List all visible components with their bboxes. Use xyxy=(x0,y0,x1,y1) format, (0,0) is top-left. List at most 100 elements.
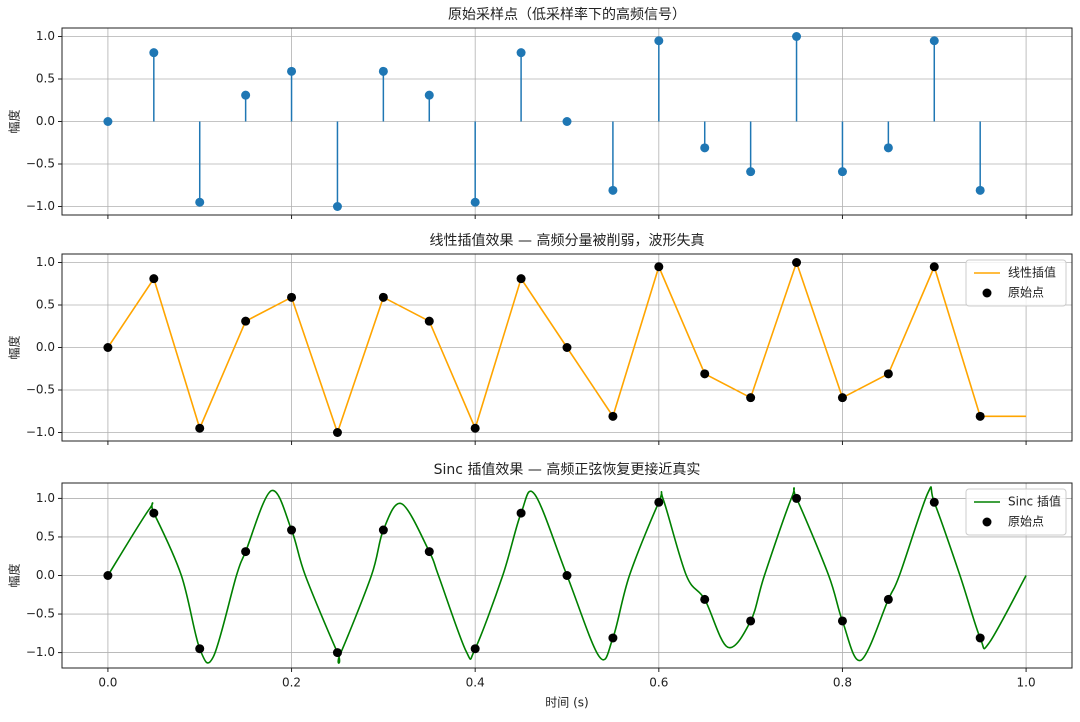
y-tick-label: 0.0 xyxy=(36,568,55,582)
point xyxy=(975,411,985,421)
y-tick-label: 1.0 xyxy=(36,255,55,269)
stem-marker xyxy=(241,90,251,100)
stem-marker xyxy=(746,167,756,177)
stem-marker xyxy=(378,66,388,76)
legend-swatch xyxy=(982,517,992,527)
x-tick-label: 0.2 xyxy=(282,676,301,690)
stem-marker xyxy=(975,185,985,195)
subplot: 原始采样点（低采样率下的高频信号） 幅度 −1.0 −0.5 0.0 0.5 1.0 xyxy=(7,6,1073,219)
point xyxy=(424,316,434,326)
x-tick-label: 0.4 xyxy=(466,676,485,690)
point xyxy=(378,525,388,535)
y-tick-label: 0.5 xyxy=(36,72,55,86)
legend-label: 原始点 xyxy=(1008,515,1044,529)
point xyxy=(654,497,664,507)
point xyxy=(929,497,939,507)
stem-marker xyxy=(562,117,572,126)
y-axis-label: 幅度 xyxy=(7,109,22,133)
stem-marker xyxy=(149,48,159,58)
y-axis-label: 幅度 xyxy=(7,335,22,359)
y-tick-label: 0.5 xyxy=(36,529,55,543)
point xyxy=(792,493,802,503)
point xyxy=(470,644,480,654)
legend-swatch xyxy=(982,288,992,298)
point xyxy=(608,633,618,643)
x-tick-label: 1.0 xyxy=(1017,676,1036,690)
stem-marker xyxy=(516,48,526,58)
point xyxy=(883,594,893,604)
stem-marker xyxy=(332,202,342,211)
y-tick-label: −1.0 xyxy=(26,425,55,439)
point xyxy=(241,547,251,557)
chart-title: Sinc 插值效果 — 高频正弦恢复更接近真实 xyxy=(434,461,701,478)
point xyxy=(378,292,388,302)
point xyxy=(149,508,159,518)
y-tick-label: 0.0 xyxy=(36,340,55,354)
point xyxy=(792,258,802,267)
y-tick-label: −1.0 xyxy=(26,645,55,659)
x-axis-label: 时间 (s) xyxy=(545,696,588,710)
chart-title: 线性插值效果 — 高频分量被削弱，波形失真 xyxy=(430,232,705,249)
legend-label: 线性插值 xyxy=(1008,265,1056,280)
point xyxy=(287,292,297,302)
point xyxy=(608,411,618,421)
stem-marker xyxy=(883,143,893,153)
stem-marker xyxy=(424,90,434,100)
point xyxy=(562,571,572,580)
stem-marker xyxy=(103,117,113,126)
point xyxy=(424,547,434,557)
stem-marker xyxy=(195,197,205,207)
point xyxy=(929,262,939,272)
y-tick-label: −1.0 xyxy=(26,199,55,213)
point xyxy=(700,594,710,604)
plot-frame xyxy=(61,27,1073,216)
point xyxy=(195,644,205,654)
stem-marker xyxy=(837,167,847,177)
x-tick-label: 0.8 xyxy=(833,676,852,690)
point xyxy=(103,571,113,580)
point xyxy=(654,262,664,272)
y-tick-label: 0.0 xyxy=(36,114,55,128)
y-tick-label: −0.5 xyxy=(26,607,55,621)
point xyxy=(470,423,480,433)
point xyxy=(562,343,572,352)
point xyxy=(287,525,297,535)
x-tick-label: 0.0 xyxy=(98,676,117,690)
point xyxy=(149,274,159,284)
chart-title: 原始采样点（低采样率下的高频信号） xyxy=(448,6,686,23)
stem-marker xyxy=(470,197,480,207)
point xyxy=(883,369,893,379)
point xyxy=(103,343,113,352)
point xyxy=(837,616,847,626)
point xyxy=(746,616,756,626)
point xyxy=(516,508,526,518)
plot-frame xyxy=(61,253,1073,442)
y-axis-label: 幅度 xyxy=(7,563,22,587)
point xyxy=(516,274,526,284)
stem-marker xyxy=(700,143,710,153)
y-tick-label: 0.5 xyxy=(36,298,55,312)
point xyxy=(746,393,756,403)
point xyxy=(241,316,251,326)
point xyxy=(195,423,205,433)
point xyxy=(332,428,342,437)
y-tick-label: 1.0 xyxy=(36,491,55,505)
point xyxy=(837,393,847,403)
y-tick-label: 1.0 xyxy=(36,29,55,43)
y-tick-label: −0.5 xyxy=(26,157,55,171)
stem-marker xyxy=(654,36,664,46)
point xyxy=(700,369,710,379)
point xyxy=(332,648,342,658)
stem-marker xyxy=(792,32,802,41)
legend-label: 原始点 xyxy=(1008,286,1044,300)
stem-marker xyxy=(287,66,297,76)
stem-marker xyxy=(608,185,618,195)
plot-frame xyxy=(61,482,1073,669)
y-tick-label: −0.5 xyxy=(26,383,55,397)
point xyxy=(975,633,985,643)
stem-marker xyxy=(929,36,939,46)
